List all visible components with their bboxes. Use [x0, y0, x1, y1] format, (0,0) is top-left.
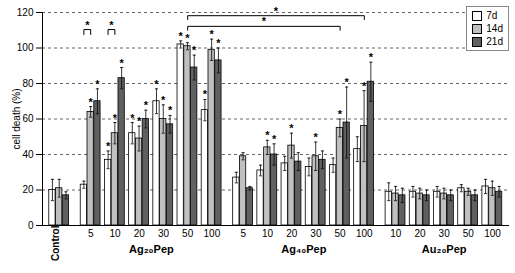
html-text:21d: 21d	[486, 36, 503, 47]
svg-text:20: 20	[286, 228, 298, 239]
svg-text:*: *	[262, 15, 267, 27]
svg-text:50: 50	[182, 228, 194, 239]
svg-text:50: 50	[463, 228, 475, 239]
html-text:7d: 7d	[486, 10, 498, 21]
svg-text:*: *	[274, 5, 279, 17]
svg-text:5: 5	[241, 228, 247, 239]
svg-text:*: *	[144, 99, 149, 111]
svg-text:*: *	[289, 122, 294, 134]
svg-text:20: 20	[134, 228, 146, 239]
svg-text:10: 10	[110, 228, 122, 239]
svg-text:30: 30	[310, 228, 322, 239]
svg-text:100: 100	[17, 42, 34, 53]
svg-text:20: 20	[414, 228, 426, 239]
svg-text:*: *	[130, 112, 135, 124]
svg-text:*: *	[362, 80, 367, 92]
svg-text:*: *	[203, 88, 208, 100]
svg-text:40: 40	[22, 149, 34, 160]
svg-text:50: 50	[335, 228, 347, 239]
svg-text:*: *	[265, 129, 270, 141]
svg-text:*: *	[119, 57, 124, 69]
svg-text:*: *	[89, 96, 94, 108]
svg-text:*: *	[192, 44, 197, 56]
svg-text:*: *	[179, 30, 184, 42]
svg-text:*: *	[95, 78, 100, 90]
svg-text:120: 120	[17, 7, 34, 18]
svg-text:*: *	[109, 19, 114, 31]
svg-text:*: *	[369, 51, 374, 63]
svg-text:*: *	[338, 108, 343, 120]
svg-text:*: *	[185, 32, 190, 44]
svg-text:cell death (%): cell death (%)	[11, 88, 22, 149]
svg-text:*: *	[85, 19, 90, 31]
svg-text:*: *	[161, 94, 166, 106]
svg-text:*: *	[345, 76, 350, 88]
svg-text:5: 5	[88, 228, 94, 239]
svg-text:Ag₂₀Pep: Ag₂₀Pep	[129, 243, 174, 255]
svg-text:100: 100	[356, 228, 373, 239]
svg-text:30: 30	[439, 228, 451, 239]
svg-text:*: *	[272, 133, 277, 145]
svg-text:*: *	[154, 78, 159, 90]
svg-text:*: *	[137, 115, 142, 127]
svg-text:*: *	[210, 28, 215, 40]
svg-text:*: *	[314, 131, 319, 143]
svg-text:30: 30	[158, 228, 170, 239]
svg-text:*: *	[113, 112, 118, 124]
svg-text:100: 100	[484, 228, 501, 239]
svg-text:20: 20	[22, 184, 34, 195]
svg-text:Ag₄₀Pep: Ag₄₀Pep	[281, 243, 326, 255]
svg-text:10: 10	[262, 228, 274, 239]
svg-text:10: 10	[390, 228, 402, 239]
svg-text:*: *	[216, 37, 221, 49]
svg-text:0: 0	[28, 220, 34, 231]
svg-text:*: *	[106, 140, 111, 152]
svg-text:100: 100	[204, 228, 221, 239]
svg-text:80: 80	[22, 78, 34, 89]
svg-text:*: *	[168, 104, 173, 116]
svg-text:Au₂₀Pep: Au₂₀Pep	[422, 243, 467, 255]
html-text:14d: 14d	[486, 23, 503, 34]
svg-text:60: 60	[22, 113, 34, 124]
svg-text:Control: Control	[50, 225, 61, 261]
